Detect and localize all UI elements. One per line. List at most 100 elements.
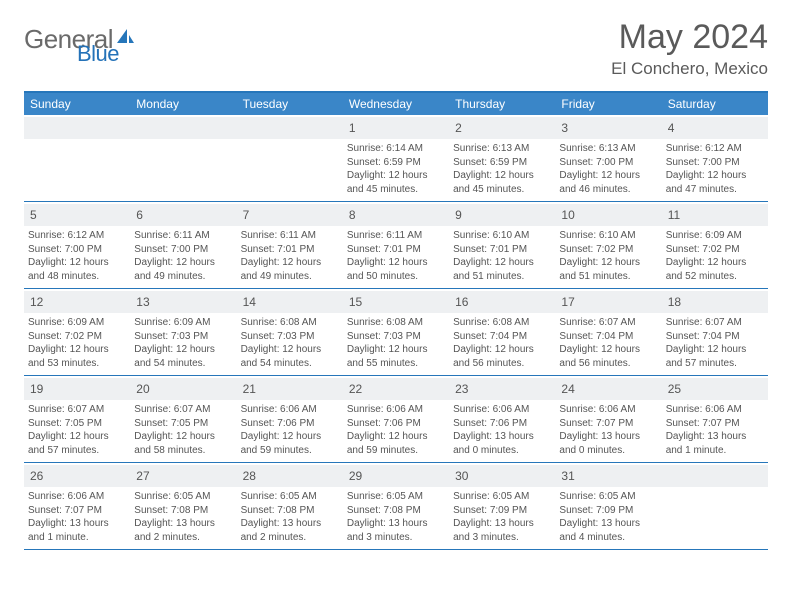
day-info: Sunrise: 6:13 AMSunset: 6:59 PMDaylight:…: [453, 142, 551, 196]
logo-text-2: Blue: [77, 41, 119, 67]
day-info: Sunrise: 6:12 AMSunset: 7:00 PMDaylight:…: [28, 229, 126, 283]
day-number: 2: [455, 121, 462, 135]
day-number: 15: [349, 295, 362, 309]
day-number: 16: [455, 295, 468, 309]
day-number: 26: [30, 469, 43, 483]
day-header-cell: Saturday: [662, 93, 768, 115]
day-cell: 13 Sunrise: 6:09 AMSunset: 7:03 PMDayligh…: [130, 289, 236, 375]
day-header-cell: Wednesday: [343, 93, 449, 115]
day-info: Sunrise: 6:05 AMSunset: 7:09 PMDaylight:…: [453, 490, 551, 544]
day-info: Sunrise: 6:11 AMSunset: 7:00 PMDaylight:…: [134, 229, 232, 283]
day-cell: 24 Sunrise: 6:06 AMSunset: 7:07 PMDayligh…: [555, 376, 661, 462]
day-number: 28: [243, 469, 256, 483]
day-cell: 4 Sunrise: 6:12 AMSunset: 7:00 PMDaylight…: [662, 115, 768, 201]
day-cell: 30 Sunrise: 6:05 AMSunset: 7:09 PMDayligh…: [449, 463, 555, 549]
day-info: Sunrise: 6:09 AMSunset: 7:02 PMDaylight:…: [28, 316, 126, 370]
day-number: 6: [136, 208, 143, 222]
day-cell: 14 Sunrise: 6:08 AMSunset: 7:03 PMDayligh…: [237, 289, 343, 375]
day-cell: 8Sunrise: 6:11 AMSunset: 7:01 PMDaylight…: [343, 202, 449, 288]
calendar: SundayMondayTuesdayWednesdayThursdayFrid…: [24, 91, 768, 550]
day-info: Sunrise: 6:07 AMSunset: 7:05 PMDaylight:…: [28, 403, 126, 457]
week-row: ...1Sunrise: 6:14 AMSunset: 6:59 PMDayli…: [24, 115, 768, 202]
day-info: Sunrise: 6:07 AMSunset: 7:04 PMDaylight:…: [559, 316, 657, 370]
week-row: 26Sunrise: 6:06 AMSunset: 7:07 PMDayligh…: [24, 463, 768, 550]
day-info: Sunrise: 6:06 AMSunset: 7:07 PMDaylight:…: [666, 403, 764, 457]
day-cell: 15 Sunrise: 6:08 AMSunset: 7:03 PMDayligh…: [343, 289, 449, 375]
day-header-cell: Monday: [130, 93, 236, 115]
day-info: Sunrise: 6:05 AMSunset: 7:08 PMDaylight:…: [347, 490, 445, 544]
empty-cell: .: [237, 115, 343, 201]
day-info: Sunrise: 6:08 AMSunset: 7:03 PMDaylight:…: [347, 316, 445, 370]
day-number: 17: [561, 295, 574, 309]
day-cell: 1 Sunrise: 6:14 AMSunset: 6:59 PMDaylight…: [343, 115, 449, 201]
day-number: 11: [668, 208, 680, 222]
day-info: Sunrise: 6:05 AMSunset: 7:08 PMDaylight:…: [134, 490, 232, 544]
day-info: Sunrise: 6:09 AMSunset: 7:03 PMDaylight:…: [134, 316, 232, 370]
day-cell: 6 Sunrise: 6:11 AMSunset: 7:00 PMDaylight…: [130, 202, 236, 288]
day-number: 9: [455, 208, 462, 222]
day-cell: 31 Sunrise: 6:05 AMSunset: 7:09 PMDayligh…: [555, 463, 661, 549]
day-number: 10: [561, 208, 574, 222]
day-number: 22: [349, 382, 362, 396]
day-cell: 23 Sunrise: 6:06 AMSunset: 7:06 PMDayligh…: [449, 376, 555, 462]
day-number: 20: [136, 382, 149, 396]
day-info: Sunrise: 6:10 AMSunset: 7:01 PMDaylight:…: [453, 229, 551, 283]
day-info: Sunrise: 6:07 AMSunset: 7:04 PMDaylight:…: [666, 316, 764, 370]
day-number: 4: [668, 121, 675, 135]
day-number: 19: [30, 382, 43, 396]
day-cell: 29 Sunrise: 6:05 AMSunset: 7:08 PMDayligh…: [343, 463, 449, 549]
day-number: 24: [561, 382, 574, 396]
day-cell: 2 Sunrise: 6:13 AMSunset: 6:59 PMDaylight…: [449, 115, 555, 201]
day-number: 27: [136, 469, 149, 483]
day-cell: 17 Sunrise: 6:07 AMSunset: 7:04 PMDayligh…: [555, 289, 661, 375]
day-info: Sunrise: 6:06 AMSunset: 7:06 PMDaylight:…: [347, 403, 445, 457]
day-number: 12: [30, 295, 43, 309]
day-info: Sunrise: 6:08 AMSunset: 7:04 PMDaylight:…: [453, 316, 551, 370]
header: General Blue May 2024 El Conchero, Mexic…: [24, 18, 768, 79]
day-header-cell: Sunday: [24, 93, 130, 115]
day-cell: 16 Sunrise: 6:08 AMSunset: 7:04 PMDayligh…: [449, 289, 555, 375]
day-number: 14: [243, 295, 256, 309]
empty-cell: .: [662, 463, 768, 549]
day-header-cell: Friday: [555, 93, 661, 115]
day-header-cell: Tuesday: [237, 93, 343, 115]
day-number: 13: [136, 295, 149, 309]
day-number: 7: [243, 208, 250, 222]
day-info: Sunrise: 6:09 AMSunset: 7:02 PMDaylight:…: [666, 229, 764, 283]
day-info: Sunrise: 6:08 AMSunset: 7:03 PMDaylight:…: [241, 316, 339, 370]
week-row: 5Sunrise: 6:12 AMSunset: 7:00 PMDaylight…: [24, 202, 768, 289]
day-info: Sunrise: 6:06 AMSunset: 7:06 PMDaylight:…: [241, 403, 339, 457]
day-cell: 12 Sunrise: 6:09 AMSunset: 7:02 PMDayligh…: [24, 289, 130, 375]
day-number: 21: [243, 382, 256, 396]
week-row: 12 Sunrise: 6:09 AMSunset: 7:02 PMDayligh…: [24, 289, 768, 376]
day-info: Sunrise: 6:05 AMSunset: 7:09 PMDaylight:…: [559, 490, 657, 544]
day-info: Sunrise: 6:14 AMSunset: 6:59 PMDaylight:…: [347, 142, 445, 196]
day-cell: 26Sunrise: 6:06 AMSunset: 7:07 PMDayligh…: [24, 463, 130, 549]
day-info: Sunrise: 6:06 AMSunset: 7:07 PMDaylight:…: [559, 403, 657, 457]
day-header-row: SundayMondayTuesdayWednesdayThursdayFrid…: [24, 93, 768, 115]
day-number: 3: [561, 121, 568, 135]
day-number: 1: [349, 121, 356, 135]
day-cell: 3Sunrise: 6:13 AMSunset: 7:00 PMDaylight…: [555, 115, 661, 201]
day-info: Sunrise: 6:10 AMSunset: 7:02 PMDaylight:…: [559, 229, 657, 283]
logo: General Blue: [24, 24, 181, 55]
day-cell: 9 Sunrise: 6:10 AMSunset: 7:01 PMDaylight…: [449, 202, 555, 288]
day-number: 31: [561, 469, 574, 483]
day-number: 23: [455, 382, 468, 396]
day-cell: 7Sunrise: 6:11 AMSunset: 7:01 PMDaylight…: [237, 202, 343, 288]
day-number: 18: [668, 295, 681, 309]
day-cell: 20 Sunrise: 6:07 AMSunset: 7:05 PMDayligh…: [130, 376, 236, 462]
day-cell: 5Sunrise: 6:12 AMSunset: 7:00 PMDaylight…: [24, 202, 130, 288]
day-cell: 19 Sunrise: 6:07 AMSunset: 7:05 PMDayligh…: [24, 376, 130, 462]
day-info: Sunrise: 6:12 AMSunset: 7:00 PMDaylight:…: [666, 142, 764, 196]
week-row: 19 Sunrise: 6:07 AMSunset: 7:05 PMDayligh…: [24, 376, 768, 463]
day-number: 30: [455, 469, 468, 483]
day-info: Sunrise: 6:07 AMSunset: 7:05 PMDaylight:…: [134, 403, 232, 457]
day-info: Sunrise: 6:06 AMSunset: 7:06 PMDaylight:…: [453, 403, 551, 457]
day-number: 29: [349, 469, 362, 483]
day-cell: 10 Sunrise: 6:10 AMSunset: 7:02 PMDayligh…: [555, 202, 661, 288]
day-number: 8: [349, 208, 356, 222]
day-number: 25: [668, 382, 681, 396]
day-cell: 22 Sunrise: 6:06 AMSunset: 7:06 PMDayligh…: [343, 376, 449, 462]
day-cell: 25 Sunrise: 6:06 AMSunset: 7:07 PMDayligh…: [662, 376, 768, 462]
